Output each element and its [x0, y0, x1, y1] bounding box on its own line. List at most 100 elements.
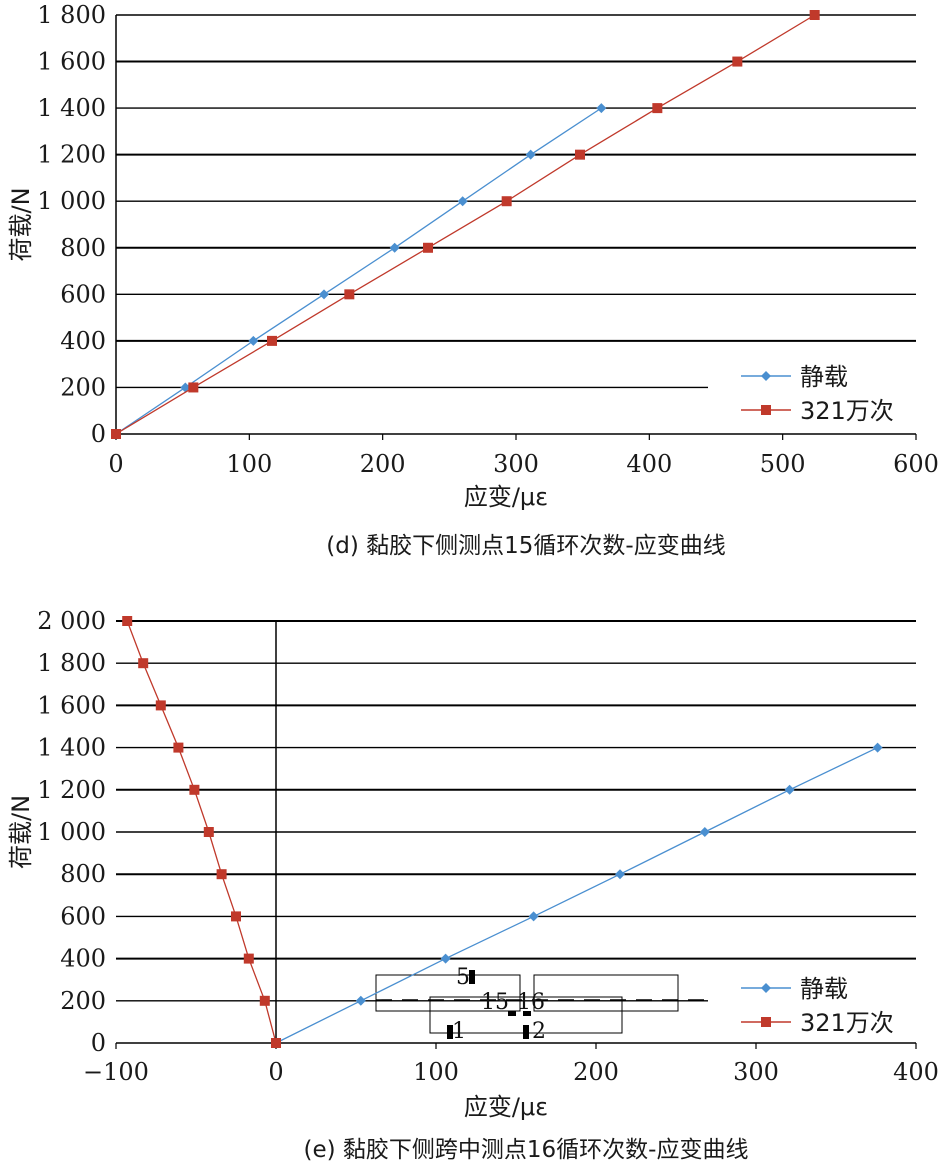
data-point — [423, 242, 433, 253]
data-point — [528, 911, 539, 922]
y-tick-label: 200 — [60, 987, 106, 1015]
gauge-label: 15 — [481, 990, 509, 1015]
x-tick-label: 100 — [413, 1058, 459, 1086]
x-tick-label: 400 — [626, 450, 672, 478]
data-point — [267, 335, 277, 346]
data-point — [138, 658, 149, 669]
legend: 静载 321万次 — [741, 975, 894, 1037]
data-point — [699, 827, 710, 837]
y-tick-label: 1 800 — [37, 649, 106, 677]
legend-label: 静载 — [800, 363, 848, 391]
gauge-label: 2 — [532, 1019, 546, 1044]
x-tick-label: 300 — [493, 450, 539, 478]
y-tick-label: 1 600 — [37, 691, 106, 719]
legend-label: 321万次 — [800, 1009, 894, 1037]
x-tick-label: 200 — [573, 1058, 619, 1086]
x-tick-label: 0 — [268, 1058, 283, 1086]
series-cyclic — [122, 616, 281, 1048]
data-point — [203, 827, 214, 837]
data-point — [231, 911, 241, 922]
data-point — [389, 242, 400, 253]
data-point — [615, 869, 625, 880]
data-point — [652, 103, 663, 114]
series-static — [271, 742, 883, 1048]
y-tick-label: 1 400 — [37, 734, 106, 762]
series-line — [115, 107, 602, 435]
data-point — [122, 616, 133, 626]
y-tick-label: 600 — [60, 902, 106, 930]
data-point — [319, 289, 329, 300]
series-line — [275, 747, 878, 1044]
data-point — [575, 149, 585, 160]
y-tick-label: 1 600 — [37, 48, 106, 76]
data-point — [248, 335, 259, 346]
y-axis-label: 荷载/N — [7, 795, 35, 869]
data-point — [271, 1038, 281, 1048]
y-tick-label: 400 — [60, 327, 106, 355]
x-tick-label: 100 — [226, 450, 272, 478]
x-tick-label: 300 — [733, 1058, 779, 1086]
legend-marker — [761, 1017, 771, 1027]
y-tick-label: 800 — [60, 860, 106, 888]
data-point — [809, 10, 820, 20]
data-point — [457, 196, 468, 207]
legend: 静载 321万次 — [741, 363, 894, 425]
y-tick-label: 600 — [60, 280, 106, 308]
series-static — [111, 103, 607, 439]
inset-box-top-right — [533, 974, 679, 1012]
strain-gauge-mark — [447, 1025, 453, 1039]
strain-gauge-mark — [523, 1025, 529, 1039]
legend-marker — [761, 983, 771, 993]
y-tick-label: 1 000 — [37, 187, 106, 215]
legend-label: 321万次 — [800, 397, 894, 425]
data-point — [872, 742, 883, 753]
figure-caption: (d) 黏胶下侧测点15循环次数-应变曲线 — [326, 533, 725, 559]
strain-gauge-mark — [523, 1011, 531, 1016]
figure-caption: (e) 黏胶下侧跨中测点16循环次数-应变曲线 — [304, 1137, 749, 1163]
x-tick-label: 600 — [893, 450, 939, 478]
data-point — [355, 995, 366, 1006]
series-line — [115, 14, 816, 435]
y-tick-label: 0 — [91, 420, 106, 448]
data-point — [189, 784, 200, 795]
y-tick-label: 1 400 — [37, 94, 106, 122]
gauge-label: 1 — [452, 1019, 466, 1044]
strain-gauge-mark — [469, 970, 475, 984]
data-point — [259, 995, 270, 1006]
legend-label: 静载 — [800, 975, 848, 1003]
data-point — [732, 56, 743, 67]
x-axis-label: 应变/με — [464, 483, 548, 511]
legend-marker — [761, 371, 771, 381]
y-tick-label: 1 200 — [37, 141, 106, 169]
y-tick-label: 1 200 — [37, 776, 106, 804]
data-point — [188, 382, 199, 393]
data-point — [173, 742, 184, 753]
data-point — [216, 869, 227, 880]
y-tick-label: 200 — [60, 373, 106, 401]
y-tick-label: 800 — [60, 234, 106, 262]
data-point — [784, 784, 795, 795]
x-tick-label: 500 — [760, 450, 806, 478]
x-tick-label: −100 — [83, 1058, 149, 1086]
x-tick-label: 400 — [893, 1058, 939, 1086]
data-point — [525, 149, 536, 160]
data-point — [440, 953, 451, 964]
legend-marker — [761, 405, 771, 415]
series-cyclic — [111, 10, 820, 439]
data-point — [243, 953, 254, 964]
y-tick-label: 1 000 — [37, 818, 106, 846]
gauge-label: 5 — [456, 965, 470, 990]
inset-schematic: 5 15 16 1 2 — [375, 965, 708, 1044]
y-tick-label: 400 — [60, 945, 106, 973]
data-point — [155, 700, 166, 711]
y-tick-label: 0 — [91, 1029, 106, 1057]
y-axis-label: 荷载/N — [7, 187, 35, 261]
data-point — [596, 103, 607, 114]
y-tick-label: 1 800 — [37, 1, 106, 29]
x-tick-label: 0 — [108, 450, 123, 478]
x-tick-label: 200 — [360, 450, 406, 478]
gauge-label: 16 — [517, 990, 545, 1015]
data-point — [180, 382, 191, 393]
